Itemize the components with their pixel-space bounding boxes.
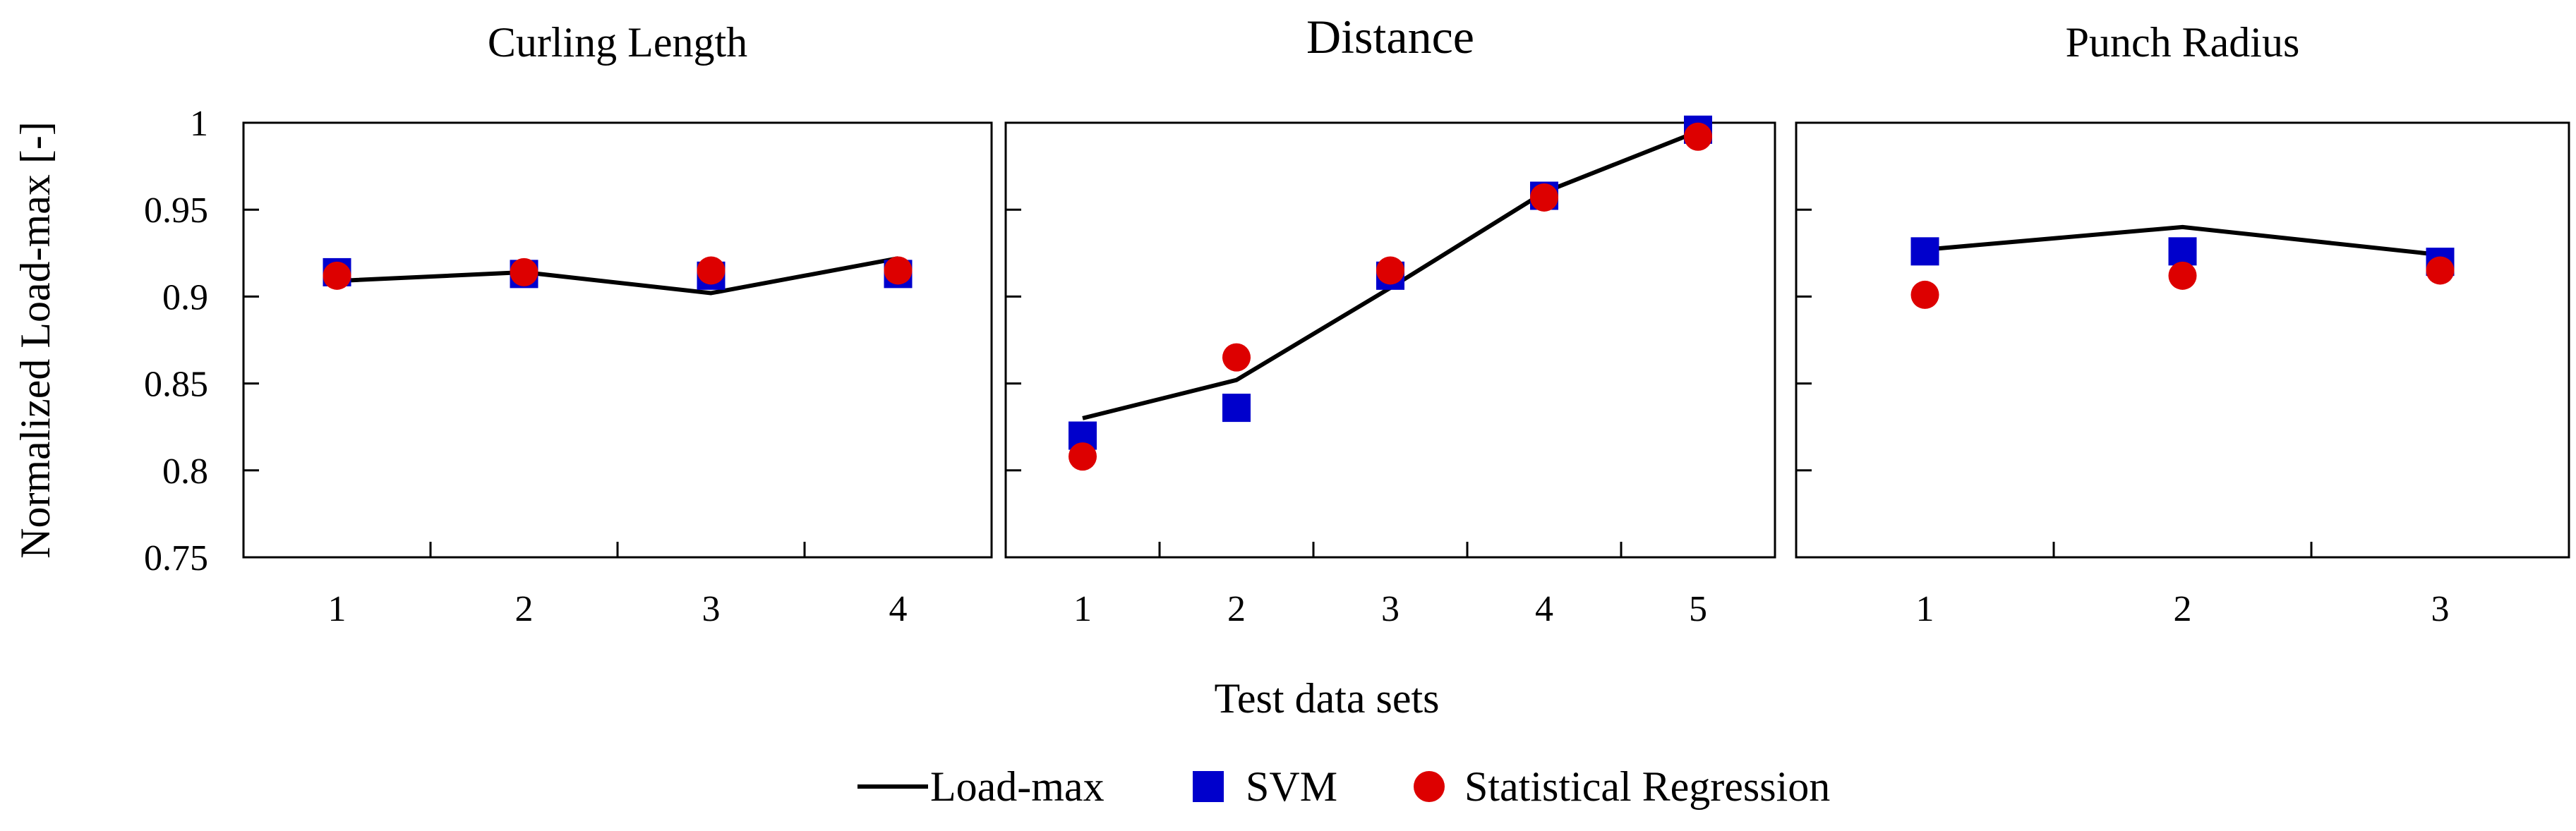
y-tick-label: 1: [190, 104, 208, 144]
y-tick-label: 0.85: [144, 365, 208, 405]
x-tick-label: 5: [1689, 589, 1707, 629]
x-tick-label: 4: [889, 589, 908, 629]
legend-circle-swatch: [1414, 771, 1445, 802]
panel-1: 1 2 3 4 5 Distance: [1004, 10, 1776, 629]
regression-point: [697, 256, 726, 285]
panels-layer: 0.75 0.8 0.85 0.9 0.95 1 1 2 3 4 Curling Length 1 2 3…: [144, 10, 2570, 629]
legend-label: SVM: [1246, 763, 1337, 810]
svm-point: [2168, 237, 2197, 266]
y-tick-label: 0.9: [162, 277, 208, 317]
panel-title: Punch Radius: [2066, 19, 2300, 66]
regression-point: [1222, 343, 1251, 372]
load-max-line: [337, 256, 899, 296]
regression-point: [2168, 261, 2197, 290]
regression-point: [2426, 256, 2455, 285]
panel-frame: [1795, 121, 2570, 559]
regression-point: [323, 261, 351, 290]
x-tick-label: 3: [702, 589, 721, 629]
regression-point: [884, 256, 913, 285]
x-axis-label: Test data sets: [1214, 675, 1439, 722]
legend: Load-max SVM Statistical Regression: [857, 763, 1830, 810]
y-axis-label: Normalized Load-max [-]: [12, 121, 59, 559]
x-tick-label: 3: [2431, 589, 2450, 629]
x-tick-label: 2: [2174, 589, 2192, 629]
x-tick-label: 2: [1227, 589, 1246, 629]
y-tick-label: 0.8: [162, 451, 208, 492]
panel-0: 1 2 3 4 Curling Length: [242, 19, 993, 629]
regression-point: [1069, 442, 1097, 471]
x-tick-label: 4: [1535, 589, 1553, 629]
panel-title: Distance: [1306, 10, 1474, 63]
regression-point: [1910, 280, 1939, 309]
panel-frame: [242, 121, 993, 559]
regression-point: [1530, 183, 1558, 212]
regression-point: [510, 257, 538, 286]
x-tick-label: 3: [1381, 589, 1400, 629]
x-tick-label: 1: [1916, 589, 1934, 629]
y-tick-label: 0.75: [144, 538, 208, 578]
svm-point: [1222, 394, 1251, 423]
legend-square-swatch: [1193, 771, 1224, 802]
panel-frame: [1004, 121, 1776, 559]
regression-point: [1376, 256, 1404, 285]
legend-label: Load-max: [930, 763, 1105, 810]
load-max-line: [1925, 224, 2440, 257]
legend-label: Statistical Regression: [1464, 763, 1830, 810]
regression-point: [1684, 122, 1712, 151]
y-tick-label: 0.95: [144, 190, 208, 231]
x-tick-label: 1: [1073, 589, 1092, 629]
x-tick-label: 2: [515, 589, 534, 629]
svm-point: [1910, 237, 1939, 266]
panel-2: 1 2 3 Punch Radius: [1795, 19, 2570, 629]
x-tick-label: 1: [328, 589, 347, 629]
panel-title: Curling Length: [488, 19, 747, 66]
